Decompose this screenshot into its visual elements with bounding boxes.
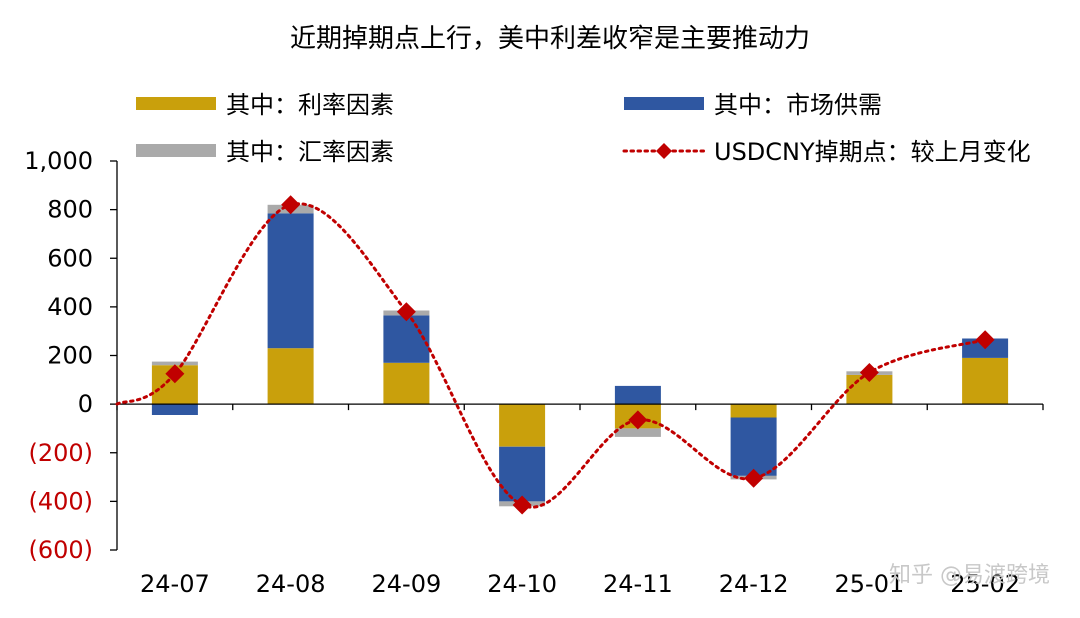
bar-24-09-series-2 xyxy=(383,315,430,363)
y-tick-label: (400) xyxy=(28,487,93,515)
x-tick-label: 24-07 xyxy=(140,570,210,598)
bar-24-08-series-2 xyxy=(267,213,314,349)
legend-label-2: 其中：市场供需 xyxy=(714,91,882,119)
line-marker-24-09 xyxy=(396,302,416,322)
bar-24-07-series-3 xyxy=(151,361,198,366)
line-marker-24-11 xyxy=(628,410,648,430)
watermark: 知乎 @易渡跨境 xyxy=(889,563,1050,588)
bar-24-08-series-1 xyxy=(267,348,314,405)
bar-24-12-series-1 xyxy=(730,404,777,418)
y-tick-label: (200) xyxy=(28,439,93,467)
legend-swatch-1 xyxy=(136,97,216,110)
x-tick-label: 24-08 xyxy=(256,570,326,598)
y-tick-label: 1,000 xyxy=(24,147,93,175)
line-marker-25-01 xyxy=(859,363,879,383)
legend-label-4: USDCNY掉期点：较上月变化 xyxy=(714,138,1031,166)
x-tick-label: 24-11 xyxy=(603,570,673,598)
legend-swatch-2 xyxy=(624,97,704,110)
y-tick-label: 600 xyxy=(47,244,93,272)
legend-swatch-3 xyxy=(136,144,216,157)
bar-24-11-series-3 xyxy=(614,428,661,437)
x-tick-label: 25-01 xyxy=(835,570,905,598)
line-marker-24-12 xyxy=(744,468,764,488)
bar-24-10-series-1 xyxy=(499,404,546,447)
bar-24-12-series-2 xyxy=(730,417,777,476)
line-marker-24-07 xyxy=(165,364,185,384)
legend-label-1: 其中：利率因素 xyxy=(226,91,394,119)
y-tick-label: (600) xyxy=(28,536,93,564)
x-tick-label: 24-09 xyxy=(372,570,442,598)
bar-25-02-series-1 xyxy=(962,357,1009,405)
x-tick-label: 25-02 xyxy=(950,570,1020,598)
line-marker-25-02 xyxy=(975,330,995,350)
line-marker-24-10 xyxy=(512,495,532,515)
bar-24-09-series-1 xyxy=(383,362,430,405)
y-tick-label: 200 xyxy=(47,342,93,370)
series-line-usdcny xyxy=(115,202,987,509)
bar-24-07-series-2 xyxy=(151,404,198,415)
y-tick-label: 400 xyxy=(47,293,93,321)
x-tick-label: 24-12 xyxy=(719,570,789,598)
y-tick-label: 0 xyxy=(78,390,93,418)
y-tick-label: 800 xyxy=(47,196,93,224)
bar-24-11-series-2 xyxy=(614,385,661,405)
line-marker-24-08 xyxy=(281,195,301,215)
plot-area: 1,000 800 600 400 200 0 (200) (400) (600) 24-07 24… xyxy=(24,147,1044,598)
chart-title: 近期掉期点上行，美中利差收窄是主要推动力 xyxy=(290,24,810,54)
x-tick-label: 24-10 xyxy=(487,570,557,598)
legend-label-3: 其中：汇率因素 xyxy=(226,138,394,166)
legend-swatch-marker xyxy=(656,143,672,159)
